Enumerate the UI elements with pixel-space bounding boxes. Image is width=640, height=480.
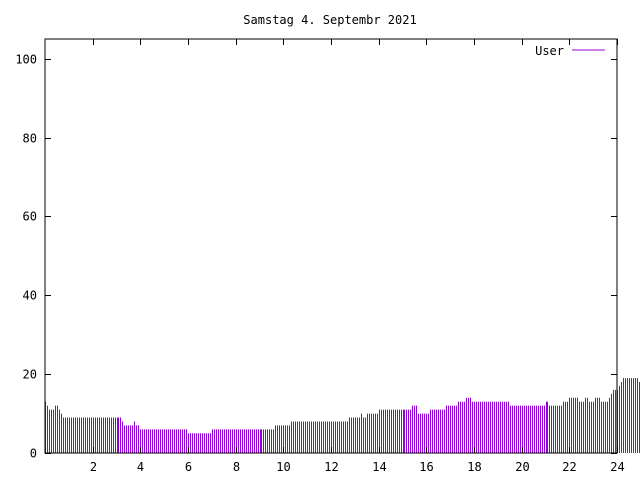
plot-frame (44, 38, 618, 454)
y-tick-label: 60 (23, 210, 37, 224)
y-tick-label: 0 (30, 447, 37, 461)
x-tick-label: 22 (562, 460, 576, 474)
y-tick-label: 80 (23, 132, 37, 146)
ticks-layer (45, 39, 618, 454)
x-tick-label: 12 (324, 460, 338, 474)
x-tick-label: 20 (515, 460, 529, 474)
y-tick-label: 20 (23, 368, 37, 382)
x-tick-label: 6 (185, 460, 192, 474)
x-tick-label: 18 (467, 460, 481, 474)
chart-title: Samstag 4. Septembr 2021 (243, 13, 416, 27)
x-tick-label: 14 (372, 460, 386, 474)
x-tick-label: 2 (90, 460, 97, 474)
x-tick-label: 8 (233, 460, 240, 474)
x-tick-label: 10 (276, 460, 290, 474)
x-tick-label: 4 (137, 460, 144, 474)
x-tick-label: 16 (419, 460, 433, 474)
y-tick-label: 100 (15, 53, 37, 67)
bars-layer (45, 378, 640, 453)
y-tick-label: 40 (23, 289, 37, 303)
legend: User (535, 44, 605, 58)
legend-label-user: User (535, 44, 564, 58)
x-tick-label: 24 (610, 460, 624, 474)
